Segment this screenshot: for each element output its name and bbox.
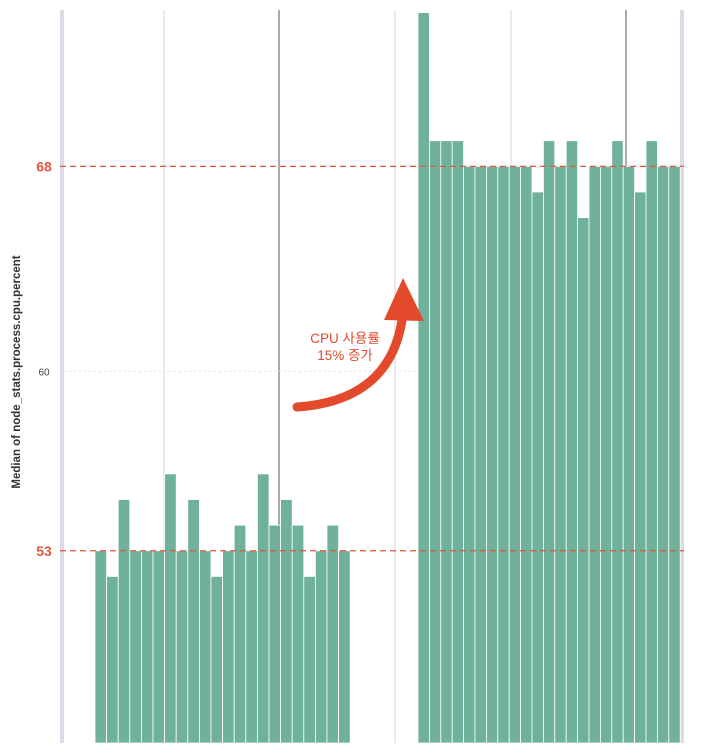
bar (577, 217, 590, 744)
bar (440, 140, 453, 744)
bar (508, 165, 522, 744)
bar (497, 165, 510, 744)
bar (187, 499, 200, 744)
bar (303, 576, 316, 744)
bar (233, 524, 247, 744)
bar (554, 165, 567, 744)
bar (657, 165, 670, 744)
bar (520, 165, 533, 744)
bar (314, 550, 328, 744)
bar (117, 499, 131, 744)
annotation-line-2: 15% 증가 (317, 348, 373, 363)
bar (106, 576, 119, 744)
annotation-arrow (292, 295, 409, 412)
bar (222, 550, 235, 744)
bar (291, 524, 305, 744)
bar (245, 550, 258, 744)
bar (543, 140, 556, 744)
bar (451, 140, 465, 744)
bar (634, 191, 647, 744)
bar (140, 550, 154, 744)
bar (485, 165, 499, 744)
y-axis-label: Median of node_stats.process.cpu.percent (11, 255, 23, 489)
plot-left-edge (60, 10, 64, 743)
bar (588, 165, 601, 744)
bar (474, 165, 487, 744)
bar (622, 165, 636, 744)
reference-label: 53 (36, 543, 52, 559)
bar (198, 550, 212, 744)
annotation-text: CPU 사용률 15% 증가 (300, 330, 390, 364)
bar (645, 140, 658, 744)
annotation-line-1: CPU 사용률 (310, 331, 380, 346)
bar (210, 576, 224, 744)
y-tick-label: 60 (38, 367, 50, 378)
bar (417, 12, 430, 744)
bar (611, 140, 624, 744)
bar (668, 165, 681, 744)
bar (531, 191, 544, 744)
bar (565, 140, 579, 744)
bar (94, 550, 108, 744)
reference-label: 68 (36, 158, 52, 174)
arrow-head-icon (384, 278, 424, 321)
bar (268, 524, 282, 744)
bar (152, 550, 166, 744)
bar (164, 473, 177, 744)
bar (280, 499, 293, 744)
bar (175, 550, 189, 744)
bar (338, 550, 351, 744)
bar (463, 165, 476, 744)
bar (600, 165, 613, 744)
bar (129, 550, 142, 744)
plot-right-edge (680, 10, 684, 743)
bar (256, 473, 270, 744)
bar (428, 140, 442, 744)
bar (326, 524, 340, 744)
